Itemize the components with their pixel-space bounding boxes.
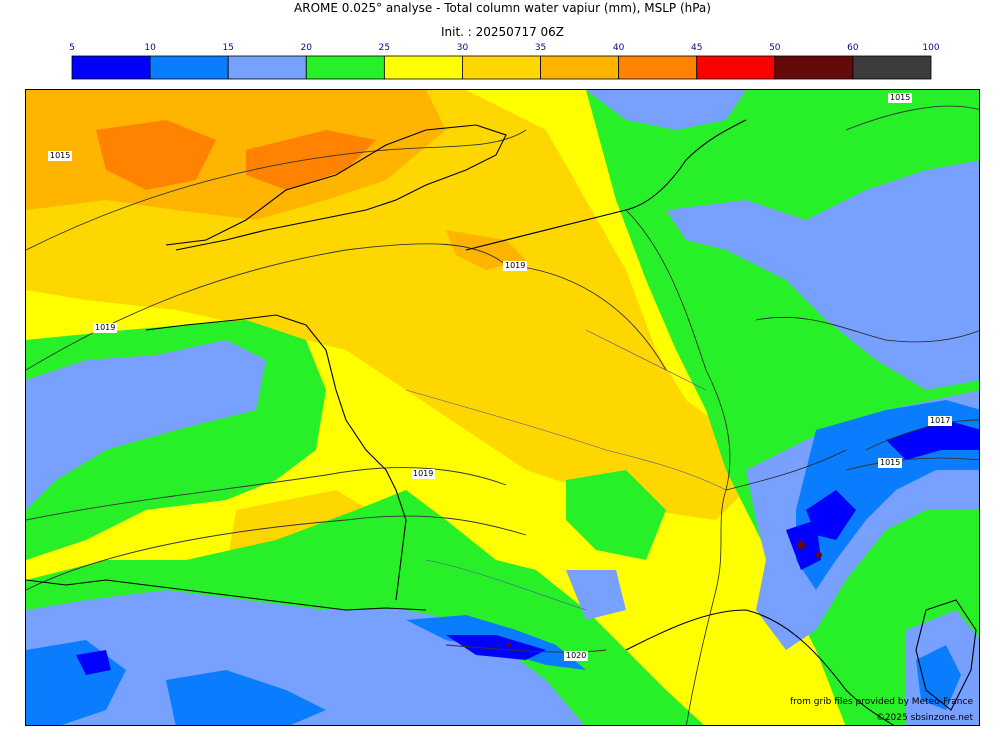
map-canvas (26, 90, 979, 725)
legend-tick-label: 30 (457, 43, 469, 53)
isobar-label: 1020 (564, 651, 589, 661)
weather-map[interactable]: 1015 1015 1019 1019 1019 1017 1015 1020 … (25, 89, 980, 726)
legend-box (383, 55, 463, 80)
legend-box (696, 55, 776, 80)
legend-tick-labels: 5 10 15 20 25 30 35 40 45 50 60 100 (69, 43, 940, 53)
isobar-label: 1019 (503, 261, 528, 271)
legend-tick-label: 60 (847, 43, 859, 53)
map-title: AROME 0.025° analyse - Total column wate… (294, 1, 711, 15)
tcwv-50-60-area (507, 541, 822, 647)
legend-box (462, 55, 541, 80)
copyright-credit: ©2025 sbsinzone.net (875, 713, 973, 723)
legend-box (852, 55, 932, 80)
isobar-label: 1015 (48, 151, 73, 161)
legend-color-boxes (71, 55, 932, 80)
country-borders (625, 209, 979, 725)
legend-tick-label: 100 (922, 43, 939, 53)
legend-tick-label: 15 (222, 43, 233, 53)
legend-box (774, 55, 854, 80)
legend-tick-label: 5 (69, 43, 75, 53)
legend-tick-label: 40 (613, 43, 625, 53)
legend-tick-label: 20 (301, 43, 313, 53)
color-legend: 5 10 15 20 25 30 35 40 45 50 60 100 (69, 43, 940, 80)
legend-box (71, 55, 151, 80)
legend-box (618, 55, 698, 80)
tcwv-40-45-area (96, 120, 376, 190)
isobar-label: 1015 (888, 93, 913, 103)
legend-tick-label: 25 (379, 43, 390, 53)
isobar-lines (26, 105, 979, 653)
legend-box (540, 55, 620, 80)
init-time: Init. : 20250717 06Z (440, 25, 565, 39)
legend-tick-label: 35 (535, 43, 546, 53)
isobar-label: 1017 (928, 416, 953, 426)
coastlines (26, 119, 977, 725)
legend-tick-label: 50 (769, 43, 781, 53)
rivers (405, 329, 727, 611)
legend-tick-label: 10 (144, 43, 156, 53)
isobar-label: 1019 (411, 469, 436, 479)
legend-box (149, 55, 229, 80)
legend-box (227, 55, 307, 80)
isobar-label: 1019 (93, 323, 118, 333)
isobar-label: 1015 (878, 458, 903, 468)
legend-tick-label: 45 (691, 43, 702, 53)
legend-box (305, 55, 385, 80)
data-source-credit: from grib files provided by Meteo-France (789, 697, 973, 707)
